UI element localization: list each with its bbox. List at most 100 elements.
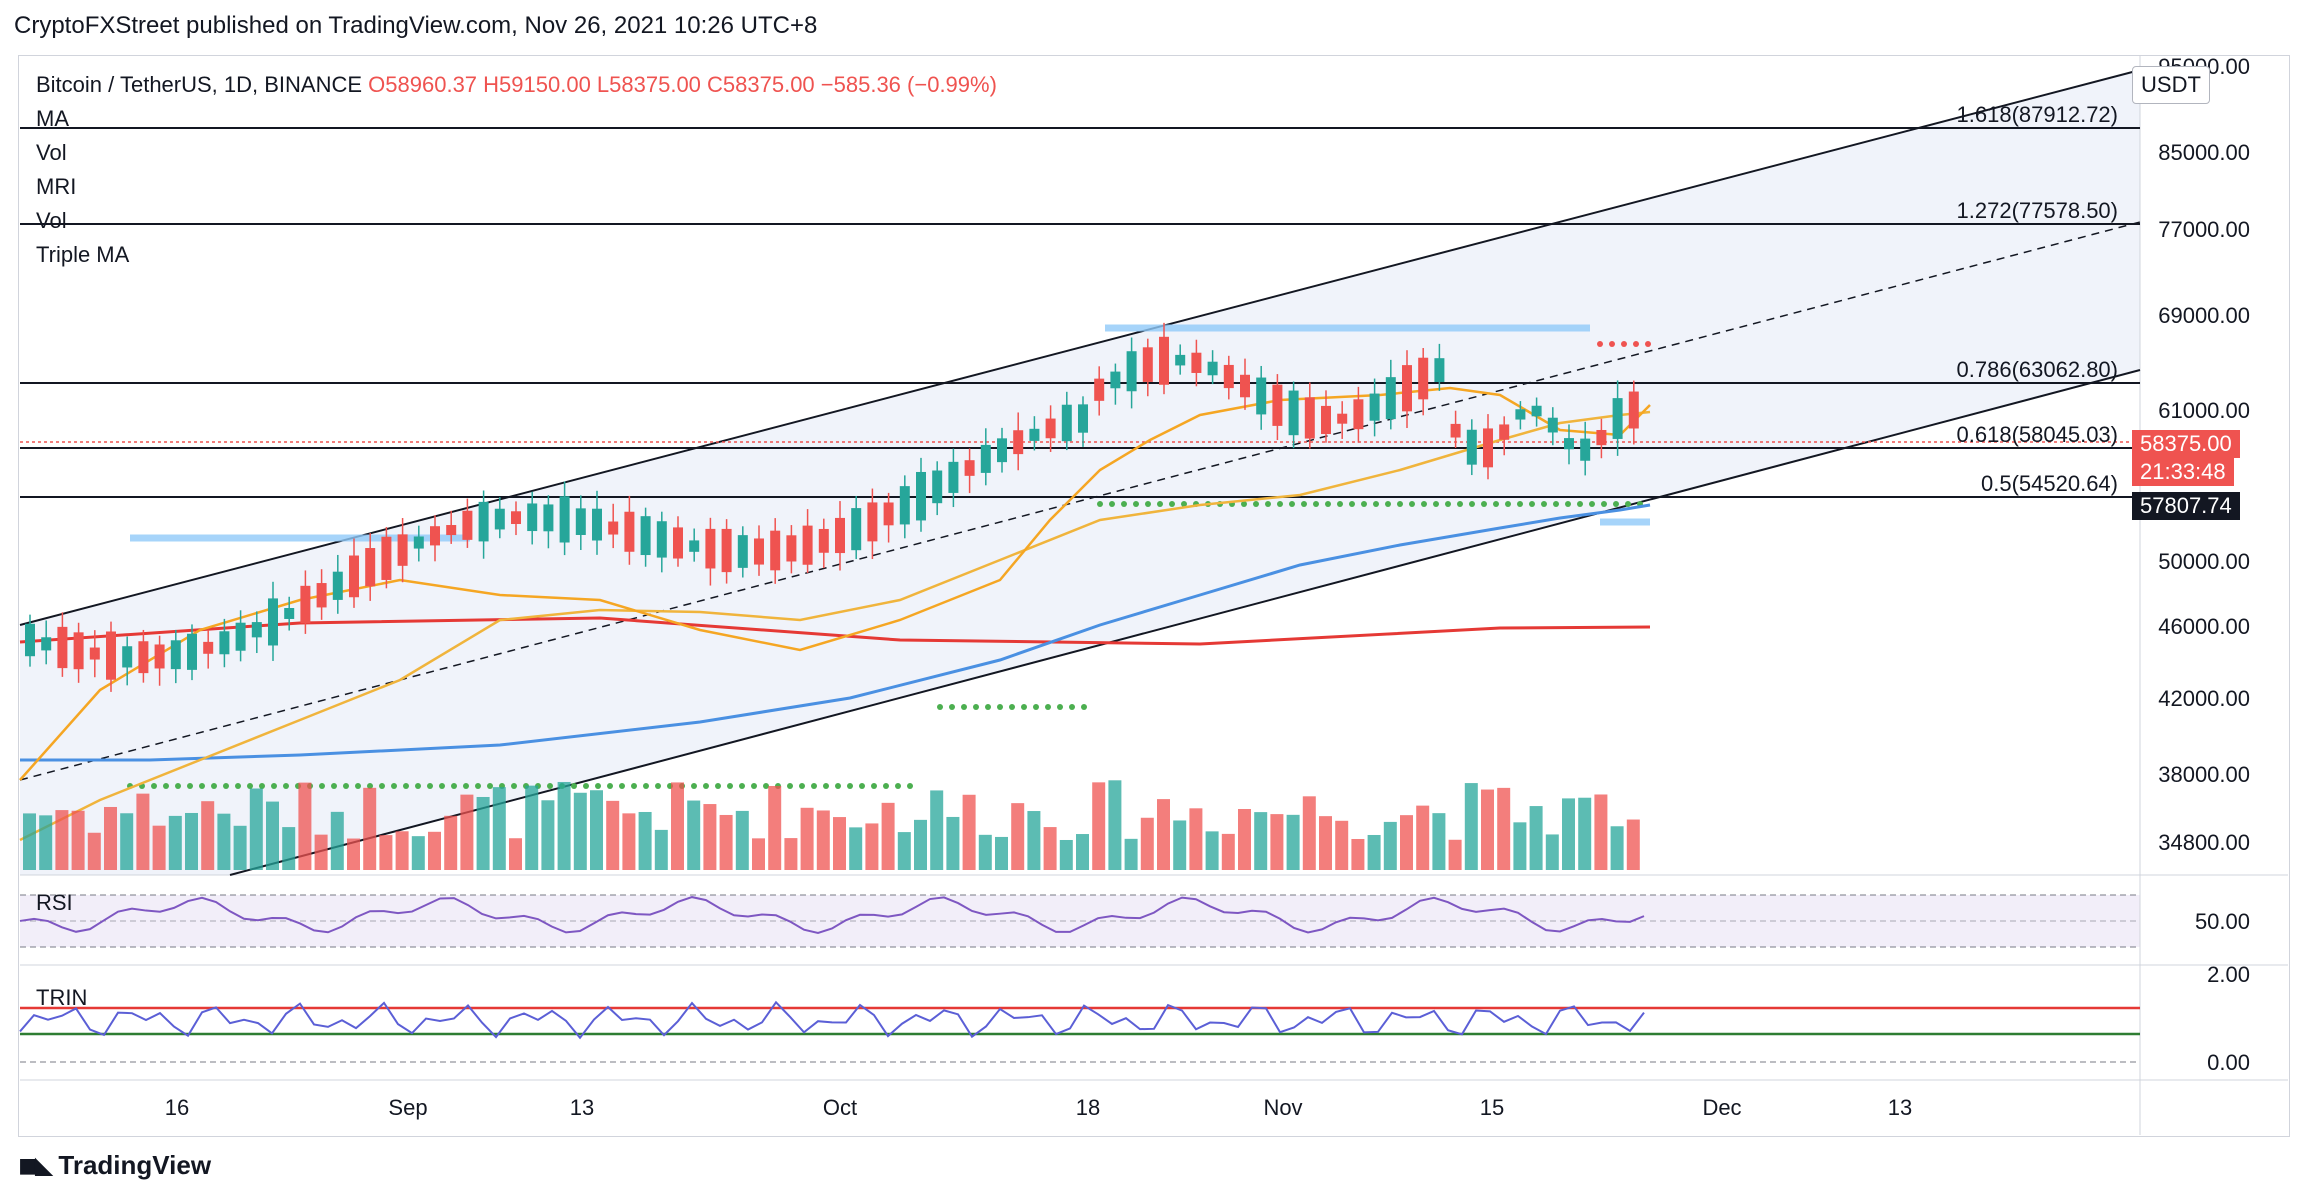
volume-bar xyxy=(687,800,701,870)
candle-body xyxy=(316,583,327,608)
rsi-pane-label[interactable]: RSI xyxy=(36,890,73,915)
candle-body xyxy=(802,525,813,565)
tradingview-brand[interactable]: ◼◣ TradingView xyxy=(18,1150,211,1181)
candle-body xyxy=(705,528,716,569)
x-tick-label: 13 xyxy=(570,1095,594,1120)
support-dots xyxy=(1325,501,1331,507)
support-dots xyxy=(1541,501,1547,507)
support-dots xyxy=(1109,501,1115,507)
volume-bar xyxy=(719,814,733,870)
support-dots xyxy=(1313,501,1319,507)
fib-level-label: 0.786(63062.80) xyxy=(1957,357,2118,382)
candle-body xyxy=(1531,405,1542,417)
candle-body xyxy=(883,502,894,526)
volume-bar xyxy=(816,810,830,870)
candle-body xyxy=(1094,378,1105,401)
volume-bar xyxy=(995,836,1008,870)
support-dots xyxy=(1457,501,1463,507)
volume-bar xyxy=(735,810,749,870)
candle-body xyxy=(41,637,52,651)
candle-body xyxy=(1596,429,1607,446)
support-dots-3 xyxy=(415,783,421,789)
support-dots-3 xyxy=(463,783,469,789)
candle-body xyxy=(964,460,975,476)
volume-bar xyxy=(363,787,377,870)
volume-bar xyxy=(347,838,360,870)
volume-bar xyxy=(1351,838,1365,870)
support-dots xyxy=(1553,501,1559,507)
support-dots-3 xyxy=(859,783,865,789)
candle-body xyxy=(818,528,829,553)
support-dots-3 xyxy=(907,783,913,789)
indicator-vol-2[interactable]: Vol xyxy=(36,208,67,233)
support-dots xyxy=(1157,501,1163,507)
support-dots xyxy=(1577,501,1583,507)
volume-bar xyxy=(525,785,539,870)
volume-bar xyxy=(444,815,458,870)
support-dots xyxy=(1601,501,1607,507)
volume-bar xyxy=(314,834,328,870)
volume-bar xyxy=(1124,838,1138,870)
x-tick-label: Sep xyxy=(388,1095,427,1120)
candle-body xyxy=(1321,405,1331,435)
candle-body xyxy=(1450,423,1461,438)
volume-bar xyxy=(1173,820,1187,870)
volume-bar xyxy=(55,810,69,870)
indicator-triple-ma[interactable]: Triple MA xyxy=(36,242,130,267)
volume-bar xyxy=(800,807,814,870)
candle-body xyxy=(980,444,991,473)
candle-body xyxy=(1612,398,1623,439)
volume-bar xyxy=(330,811,344,870)
support-dots xyxy=(1481,501,1487,507)
support-dots-3 xyxy=(391,783,397,789)
volume-bar xyxy=(395,831,409,870)
support-dots-2 xyxy=(1021,704,1027,710)
volume-bar xyxy=(849,827,863,870)
indicator-ma[interactable]: MA xyxy=(36,106,69,131)
rsi-line xyxy=(19,896,1645,935)
support-dots-3 xyxy=(631,783,637,789)
candle-body xyxy=(527,503,538,532)
support-dots xyxy=(1145,501,1151,507)
candle-body xyxy=(1369,393,1380,421)
support-dots xyxy=(1373,501,1379,507)
candle-body xyxy=(494,508,505,530)
support-dots xyxy=(1277,501,1283,507)
candle-body xyxy=(673,527,683,559)
trin-pane-label[interactable]: TRIN xyxy=(36,985,88,1010)
volume-bar xyxy=(185,812,198,870)
candle-body xyxy=(1061,404,1072,442)
indicator-vol[interactable]: Vol xyxy=(36,140,67,165)
y-tick-label: 61000.00 xyxy=(2158,398,2250,423)
candle-body xyxy=(284,608,295,619)
volume-bar xyxy=(557,781,571,870)
support-dots-3 xyxy=(319,783,325,789)
y-tick-label: 69000.00 xyxy=(2158,303,2250,328)
volume-bar xyxy=(1205,831,1219,870)
support-dots xyxy=(1289,501,1295,507)
volume-bar xyxy=(1189,808,1203,870)
support-dots-3 xyxy=(427,783,433,789)
candle-body xyxy=(1353,399,1364,430)
support-dots xyxy=(1397,501,1403,507)
support-dots-3 xyxy=(355,783,361,789)
publisher-header: CryptoFXStreet published on TradingView.… xyxy=(14,12,818,39)
volume-bar xyxy=(120,813,134,870)
symbol-name[interactable]: Bitcoin / TetherUS, 1D, BINANCE xyxy=(36,72,363,97)
volume-bar xyxy=(1594,794,1608,870)
volume-bar xyxy=(1578,797,1592,870)
volume-bar xyxy=(39,815,53,870)
candle-body xyxy=(1256,377,1267,415)
volume-bar xyxy=(1076,834,1089,870)
volume-bar xyxy=(509,838,522,870)
volume-bar xyxy=(671,782,684,870)
support-dots xyxy=(1253,501,1259,507)
volume-bar xyxy=(1011,803,1025,870)
chart-legend: Bitcoin / TetherUS, 1D, BINANCE O58960.3… xyxy=(36,68,997,272)
support-dots-3 xyxy=(751,783,757,789)
volume-bar xyxy=(87,832,101,870)
indicator-mri[interactable]: MRI xyxy=(36,174,77,199)
candle-body xyxy=(592,508,602,541)
currency-button[interactable]: USDT xyxy=(2132,66,2210,104)
